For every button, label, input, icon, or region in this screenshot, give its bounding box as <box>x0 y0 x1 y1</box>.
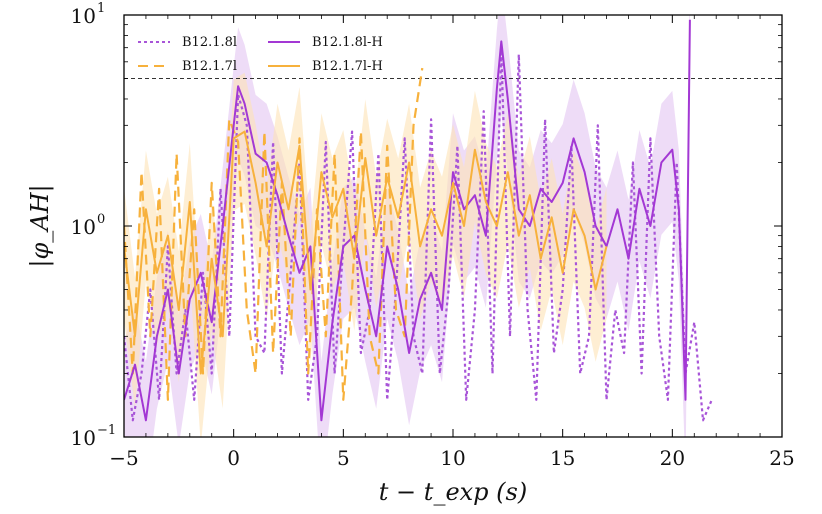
x-tick-label: 0 <box>227 446 240 470</box>
x-tick-label: −5 <box>109 446 138 470</box>
legend-label: B12.1.7l-H <box>312 59 383 74</box>
y-tick-exponent: 0 <box>97 212 105 227</box>
band-B12.1.8l-H <box>124 15 690 437</box>
x-tick-label: 20 <box>660 446 685 470</box>
x-axis-label: t − t_exp (s) <box>379 478 527 506</box>
x-tick-label: 5 <box>337 446 350 470</box>
series-line-B12.1.8l-H <box>124 19 691 422</box>
series-layer <box>124 19 713 422</box>
x-tick-label: 15 <box>550 446 575 470</box>
series-line-B12.1.7l <box>124 67 424 401</box>
y-tick-label: 10 <box>71 215 96 239</box>
series-line-B12.1.7l-H <box>124 130 608 375</box>
y-axis-label: |φ_AH| <box>26 184 55 267</box>
legend-label: B12.1.8l-H <box>312 35 383 50</box>
legend: B12.1.8l B12.1.7l B12.1.8l-H B12.1.7l-H <box>138 35 383 74</box>
y-tick-label: 10 <box>71 4 96 28</box>
legend-label: B12.1.8l <box>182 35 237 50</box>
legend-label: B12.1.7l <box>182 59 237 74</box>
x-tick-label: 10 <box>440 446 465 470</box>
y-tick-exponent: −1 <box>97 423 116 438</box>
y-tick-exponent: 1 <box>97 1 105 16</box>
x-tick-label: 25 <box>769 446 794 470</box>
series-line-B12.1.8l <box>124 49 713 422</box>
y-tick-label: 10 <box>71 426 96 450</box>
